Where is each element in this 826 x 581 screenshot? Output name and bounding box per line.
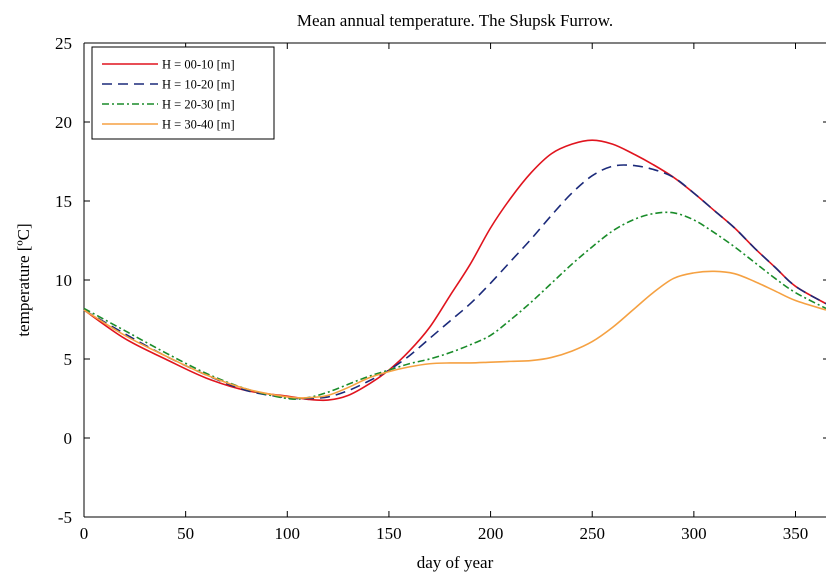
x-tick-label: 350 <box>783 524 809 543</box>
x-tick-label: 150 <box>376 524 402 543</box>
x-axis: 0 50 100 150 200 250 300 350 <box>80 43 809 543</box>
x-tick-label: 250 <box>579 524 605 543</box>
series-line-3 <box>83 211 826 400</box>
legend-label-3: H = 20-30 [m] <box>162 98 235 112</box>
y-tick-label: 20 <box>55 113 72 132</box>
y-axis-title: temperature [ºC] <box>14 223 33 336</box>
y-tick-label: 15 <box>55 192 72 211</box>
y-tick-label: 25 <box>55 34 72 53</box>
chart-title: Mean annual temperature. The Słupsk Furr… <box>297 11 613 30</box>
x-axis-title: day of year <box>417 553 494 572</box>
y-axis: -5 0 5 10 15 20 25 <box>55 34 826 527</box>
legend-label-1: H = 00-10 [m] <box>162 58 235 72</box>
series-line-4 <box>83 270 826 399</box>
x-tick-label: 50 <box>177 524 194 543</box>
x-tick-label: 200 <box>478 524 504 543</box>
series-line-1 <box>83 139 826 402</box>
legend-label-2: H = 10-20 [m] <box>162 78 235 92</box>
y-tick-label: 10 <box>55 271 72 290</box>
x-tick-label: 0 <box>80 524 89 543</box>
series-lines <box>83 139 826 402</box>
legend: H = 00-10 [m] H = 10-20 [m] H = 20-30 [m] H… <box>91 46 275 140</box>
x-tick-label: 100 <box>275 524 301 543</box>
y-tick-label: 0 <box>64 429 73 448</box>
y-tick-label: 5 <box>64 350 73 369</box>
x-tick-label: 300 <box>681 524 707 543</box>
legend-label-4: H = 30-40 [m] <box>162 118 235 132</box>
y-tick-label: -5 <box>58 508 72 527</box>
